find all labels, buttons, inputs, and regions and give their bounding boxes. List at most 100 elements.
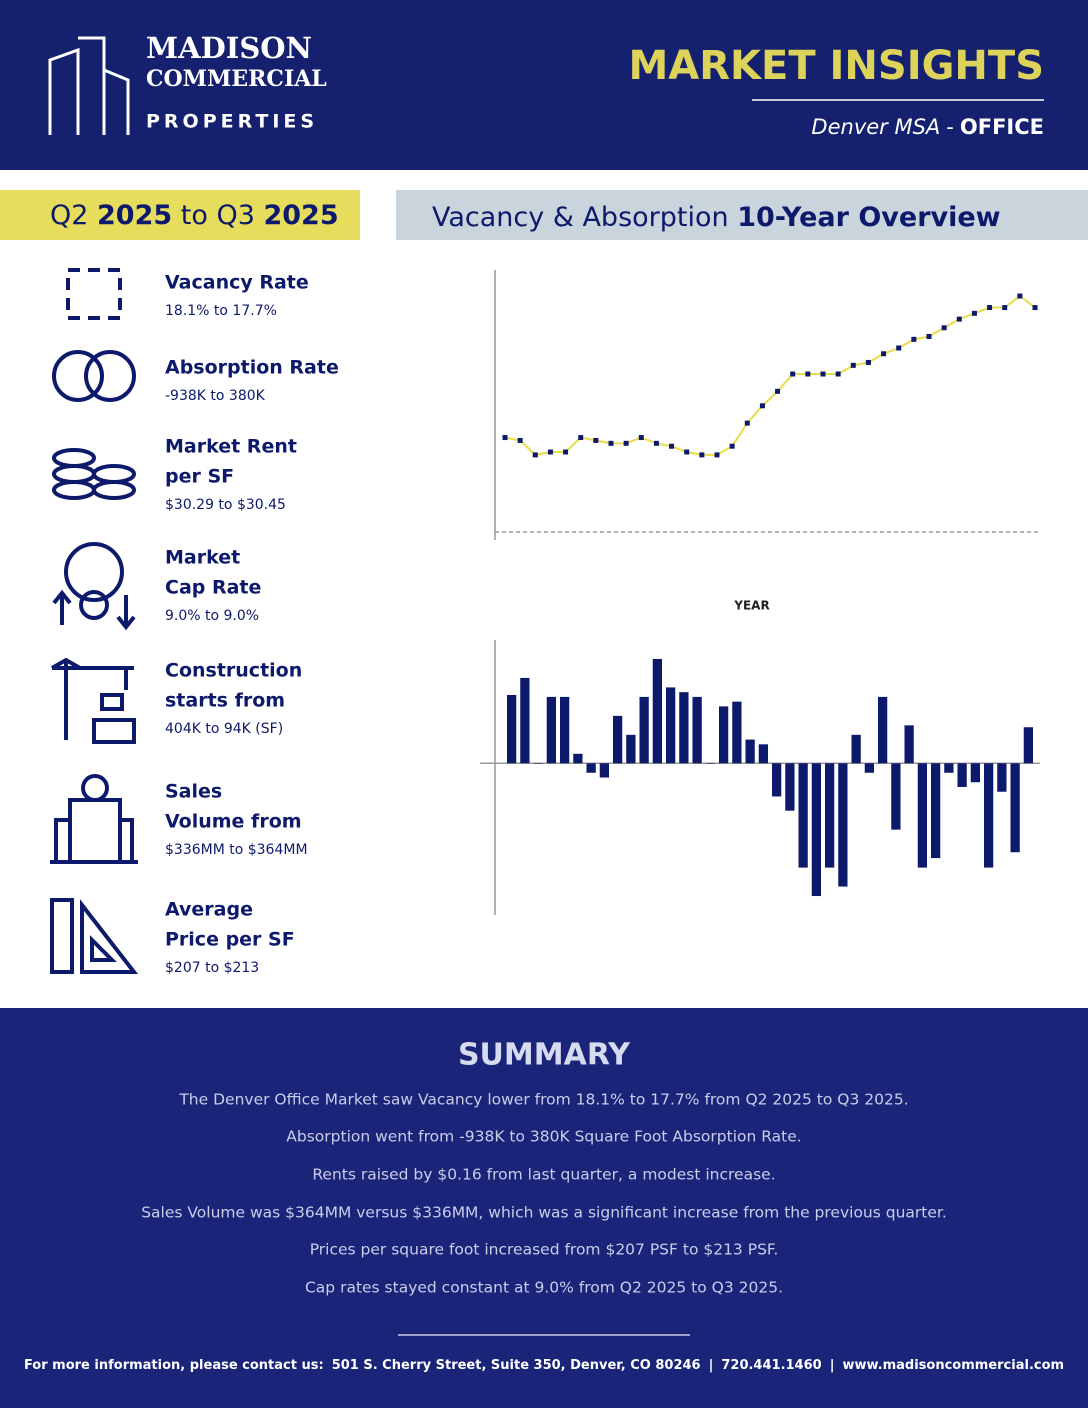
- vacancy-point: [684, 449, 690, 455]
- metric-label: Average: [165, 899, 253, 921]
- vacancy-point: [987, 305, 993, 311]
- vacancy-point: [775, 388, 781, 394]
- market: Denver MSA: [811, 115, 940, 139]
- absorption-bar: [811, 763, 822, 897]
- separator: -: [946, 115, 954, 139]
- metric-label: Absorption Rate: [165, 357, 339, 379]
- absorption-bar: [692, 696, 702, 764]
- absorption-bar: [758, 744, 769, 764]
- metric-value: 18.1% to 17.7%: [165, 303, 277, 319]
- absorption-bar: [904, 725, 914, 764]
- summary-line: Cap rates stayed constant at 9.0% from Q…: [305, 1279, 783, 1297]
- vacancy-point: [1032, 305, 1038, 311]
- absorption-bar: [983, 763, 994, 868]
- absorption-bar: [785, 763, 795, 811]
- absorption-bar: [798, 763, 808, 868]
- icon-construction: [51, 657, 136, 744]
- period-part: 2025: [97, 200, 172, 231]
- vacancy-line: [504, 294, 1036, 456]
- absorption-bar: [626, 734, 636, 764]
- vacancy-point: [896, 345, 902, 351]
- vacancy-point: [669, 443, 675, 449]
- vacancy-point: [729, 443, 735, 449]
- absorption-bar: [718, 706, 729, 764]
- absorption-bar: [930, 763, 941, 859]
- vacancy-point: [638, 435, 644, 441]
- summary-band: [0, 1008, 1088, 1408]
- metric-label: Sales: [165, 781, 222, 803]
- absorption-bar: [997, 763, 1007, 792]
- vacancy-point: [805, 371, 811, 377]
- metric-value: 9.0% to 9.0%: [165, 608, 259, 624]
- absorption-bar: [506, 695, 517, 764]
- absorption-bar: [864, 763, 875, 773]
- metric-label: Market: [165, 547, 240, 569]
- period: Q2 2025 to Q3 2025: [50, 200, 339, 231]
- vacancy-point: [593, 437, 599, 443]
- summary-title: SUMMARY: [458, 1038, 631, 1073]
- metric-label: starts from: [165, 690, 285, 712]
- absorption-bar: [877, 696, 888, 764]
- icons: [50, 268, 139, 974]
- header-subtitle: Denver MSA - OFFICE: [811, 115, 1044, 139]
- brand-line: PROPERTIES: [146, 111, 318, 133]
- absorption-bar: [944, 763, 954, 773]
- footer-phone: 720.441.1460: [721, 1358, 821, 1373]
- metric-label: Volume from: [165, 811, 302, 833]
- absorption-bar: [533, 763, 543, 764]
- absorption-bar: [559, 696, 570, 764]
- vacancy-point: [911, 336, 917, 342]
- absorption-bar: [851, 734, 861, 764]
- metric-value: -938K to 380K: [165, 388, 266, 404]
- absorption-bar: [1010, 763, 1020, 853]
- header-band: [0, 0, 1088, 170]
- vacancy-point: [532, 452, 538, 458]
- summary-line: The Denver Office Market saw Vacancy low…: [178, 1091, 908, 1109]
- metric-label: Cap Rate: [165, 577, 261, 599]
- icon-sales: [50, 774, 138, 864]
- vacancy-point: [578, 435, 584, 441]
- vacancy-point: [623, 440, 629, 446]
- brand-line: COMMERCIAL: [146, 66, 327, 92]
- overview-part: 10-Year Overview: [737, 202, 1000, 233]
- vacancy-point: [517, 437, 523, 443]
- absorption-bar: [586, 763, 596, 773]
- overview-title: Vacancy & Absorption 10-Year Overview: [432, 202, 1001, 233]
- metric-label: Construction: [165, 660, 302, 682]
- absorption-bar: [824, 763, 835, 868]
- header-title: MARKET INSIGHTS: [628, 43, 1044, 89]
- body-band: [0, 170, 1088, 1008]
- metric-value: $30.29 to $30.45: [165, 497, 286, 513]
- absorption-bar: [917, 763, 928, 868]
- vacancy-point: [502, 435, 508, 441]
- logo-icon: [48, 36, 130, 135]
- vacancy-point: [744, 420, 750, 426]
- period-part: 2025: [263, 200, 338, 231]
- period-part: to Q3: [172, 200, 263, 231]
- summary-line: Absorption went from -938K to 380K Squar…: [286, 1128, 801, 1146]
- absorption-bar: [599, 763, 610, 778]
- icon-cap-rate: [52, 542, 136, 631]
- period-box: [0, 190, 360, 240]
- vacancy-point: [1002, 305, 1008, 311]
- metric-label: Price per SF: [165, 929, 295, 951]
- absorption-bar: [705, 763, 716, 764]
- metric-label: Market Rent: [165, 436, 297, 458]
- vacancy-point: [1017, 293, 1023, 299]
- vacancy-point: [653, 440, 659, 446]
- absorption-bar: [970, 763, 981, 783]
- absorption-bar: [612, 715, 623, 764]
- overview-box: [396, 190, 1088, 240]
- absorption-bar: [652, 658, 663, 764]
- vacancy-point: [699, 452, 705, 458]
- vacancy-point: [850, 362, 856, 368]
- metric-value: 404K to 94K (SF): [165, 721, 283, 737]
- icon-vacancy: [66, 268, 122, 320]
- sector: OFFICE: [960, 115, 1044, 139]
- footer-address: 501 S. Cherry Street, Suite 350, Denver,…: [332, 1358, 701, 1373]
- absorption-bar: [957, 763, 967, 787]
- absorption-bar: [1023, 727, 1034, 764]
- icon-absorption: [52, 350, 104, 402]
